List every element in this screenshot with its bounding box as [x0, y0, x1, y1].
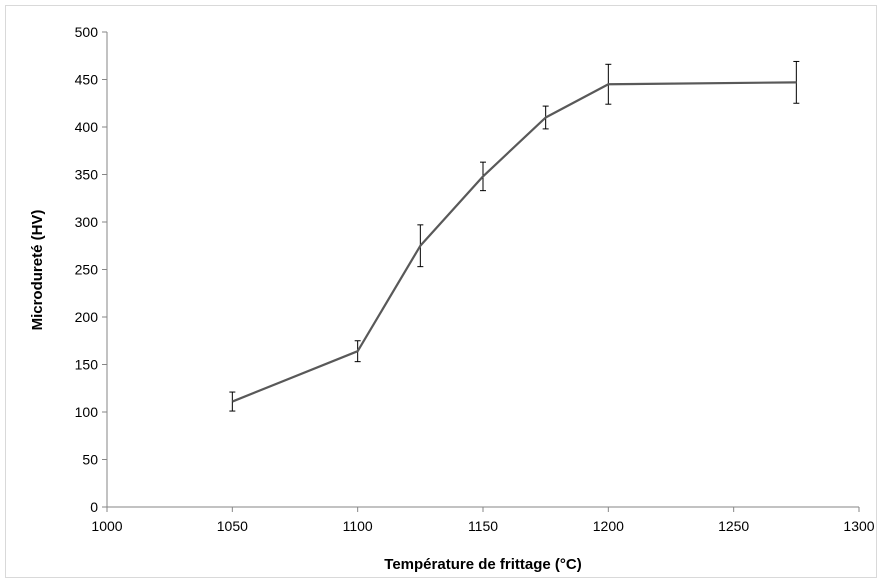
x-tick-label: 1250	[718, 518, 749, 534]
y-tick-label: 0	[90, 499, 98, 515]
y-tick-label: 150	[75, 357, 99, 373]
y-tick-label: 50	[82, 452, 98, 468]
y-tick-label: 500	[75, 24, 99, 40]
y-tick-label: 350	[75, 167, 99, 183]
y-tick-label: 200	[75, 309, 99, 325]
y-ticks: 0 50 100 150 200 250 300 350 400 450 500	[75, 24, 107, 515]
x-axis-title: Température de frittage (°C)	[384, 556, 581, 573]
chart-frame	[5, 5, 877, 578]
error-bars	[229, 60, 800, 412]
x-tick-label: 1050	[217, 518, 248, 534]
x-ticks: 1000 1050 1100 1150 1200 1250 1300	[91, 507, 875, 534]
x-tick-label: 1150	[468, 518, 498, 534]
y-tick-label: 300	[75, 214, 99, 230]
x-tick-label: 1100	[343, 518, 373, 534]
y-tick-label: 100	[75, 404, 99, 420]
x-tick-label: 1000	[91, 518, 122, 534]
y-axis-title: Microdureté (HV)	[29, 210, 46, 331]
x-tick-label: 1300	[843, 518, 874, 534]
y-tick-label: 450	[75, 72, 99, 88]
series-line	[231, 81, 797, 403]
y-tick-label: 400	[75, 119, 99, 135]
axes	[106, 32, 859, 508]
y-tick-label: 250	[75, 262, 99, 278]
x-tick-label: 1200	[593, 518, 624, 534]
